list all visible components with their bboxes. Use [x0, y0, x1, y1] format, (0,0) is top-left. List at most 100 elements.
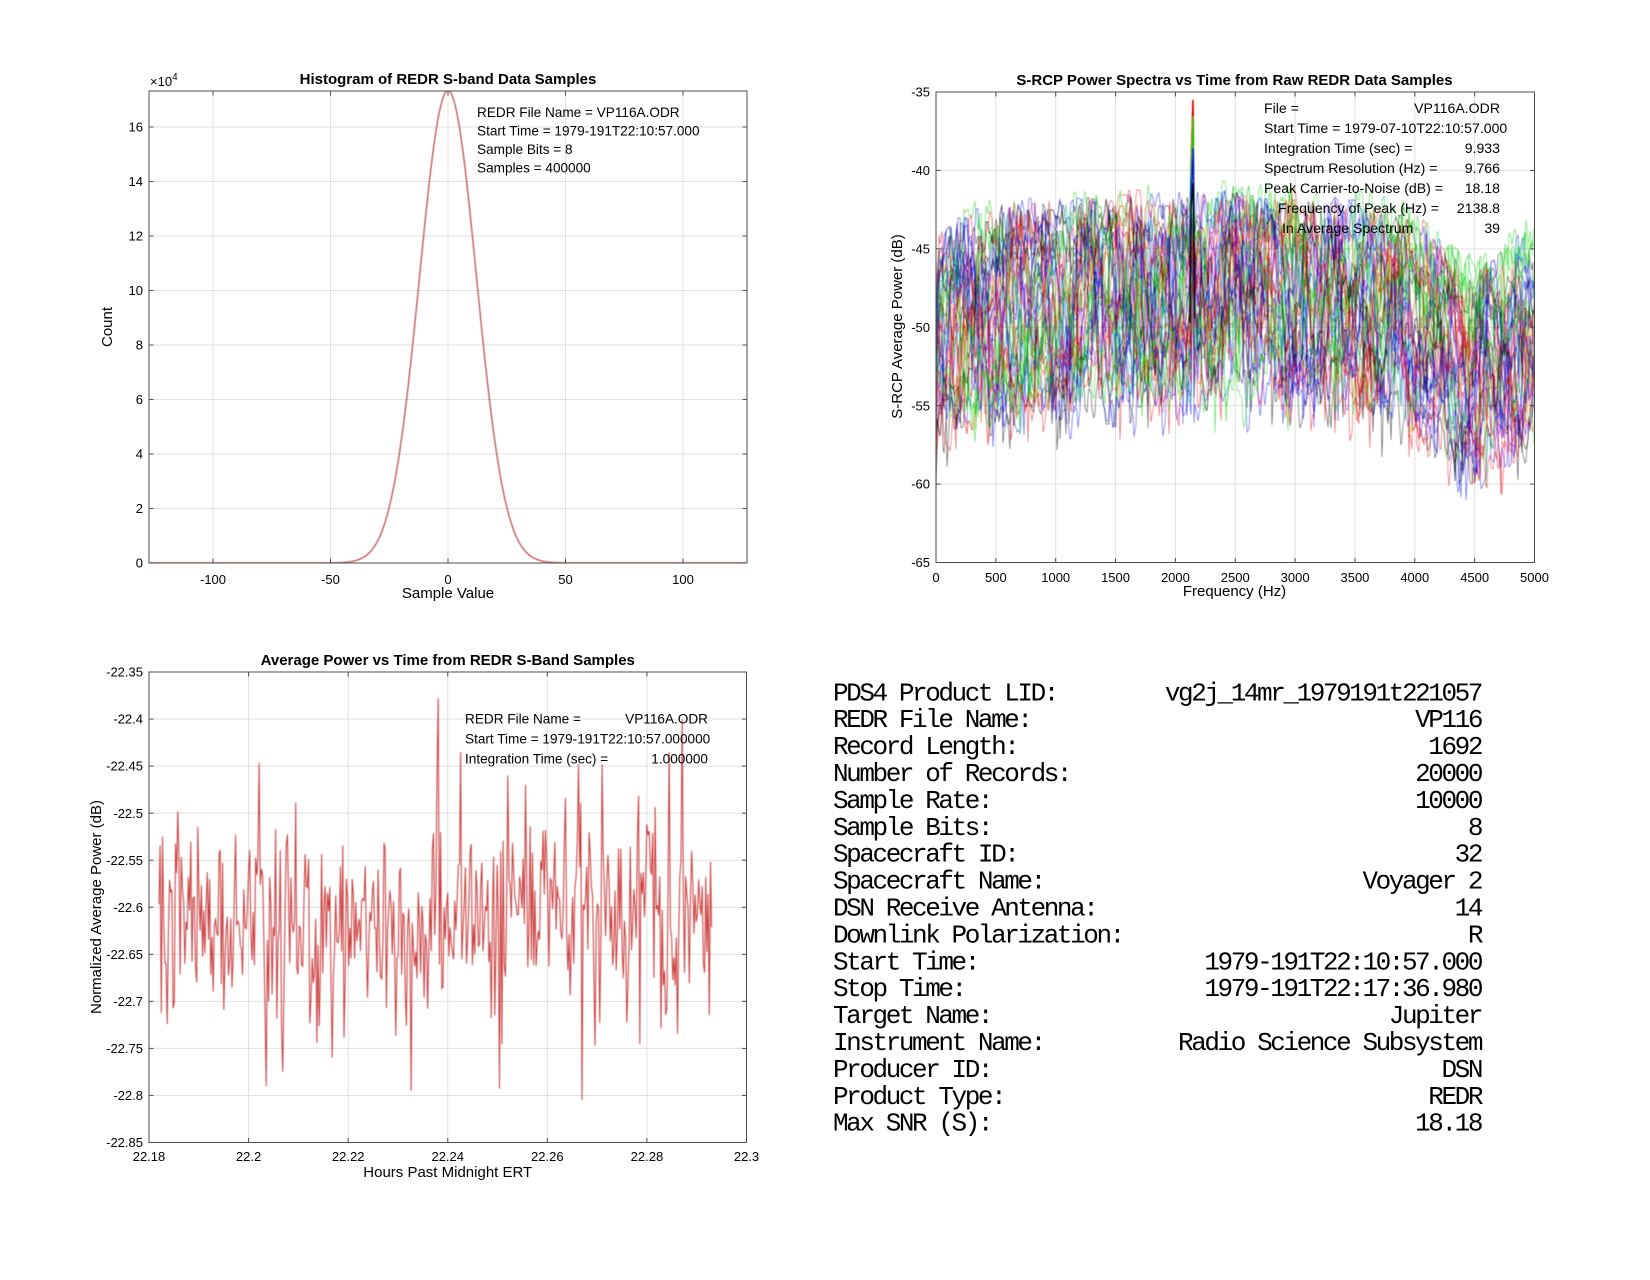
svg-text:Integration Time (sec) =: Integration Time (sec) = — [1264, 140, 1412, 156]
svg-text:DSN Receive Antenna:: DSN Receive Antenna: — [833, 894, 1096, 924]
svg-text:Start Time = 1979-07-10T22:10:: Start Time = 1979-07-10T22:10:57.000 — [1264, 120, 1507, 136]
svg-text:Count: Count — [99, 306, 116, 347]
svg-text:50: 50 — [558, 572, 572, 587]
svg-text:0: 0 — [444, 572, 451, 587]
svg-text:In Average Spectrum: In Average Spectrum — [1282, 220, 1413, 236]
svg-text:39: 39 — [1484, 220, 1500, 236]
svg-text:Integration Time (sec) =: Integration Time (sec) = — [465, 752, 608, 767]
svg-text:Sample Rate:: Sample Rate: — [833, 786, 991, 816]
svg-text:100: 100 — [672, 572, 694, 587]
svg-text:1979-191T22:10:57.000: 1979-191T22:10:57.000 — [1204, 947, 1481, 977]
svg-text:-60: -60 — [911, 477, 930, 492]
svg-text:VP116A.ODR: VP116A.ODR — [1414, 100, 1500, 116]
svg-text:2138.8: 2138.8 — [1457, 200, 1500, 216]
svg-text:Histogram of REDR S-band Data: Histogram of REDR S-band Data Samples — [300, 71, 597, 88]
svg-text:REDR File Name:: REDR File Name: — [833, 705, 1031, 735]
svg-text:Sample Bits:: Sample Bits: — [833, 813, 991, 843]
svg-text:-35: -35 — [911, 85, 930, 100]
svg-text:9.933: 9.933 — [1465, 140, 1500, 156]
svg-text:8: 8 — [136, 338, 143, 353]
svg-text:20000: 20000 — [1415, 759, 1482, 789]
svg-text:4: 4 — [136, 447, 143, 462]
svg-text:-22.65: -22.65 — [106, 947, 143, 962]
svg-text:-22.55: -22.55 — [106, 853, 143, 868]
svg-text:2: 2 — [136, 501, 143, 516]
svg-text:1692: 1692 — [1428, 732, 1482, 762]
svg-text:Normalized Average Power (dB): Normalized Average Power (dB) — [88, 800, 105, 1014]
svg-text:-22.35: -22.35 — [106, 665, 143, 680]
svg-text:500: 500 — [985, 570, 1007, 585]
svg-text:3500: 3500 — [1340, 570, 1369, 585]
svg-text:12: 12 — [129, 229, 143, 244]
svg-text:4000: 4000 — [1400, 570, 1429, 585]
svg-text:14: 14 — [129, 174, 143, 189]
svg-text:Jupiter: Jupiter — [1389, 1001, 1482, 1031]
svg-text:10000: 10000 — [1415, 786, 1482, 816]
svg-text:1979-191T22:17:36.980: 1979-191T22:17:36.980 — [1204, 974, 1481, 1004]
svg-text:Target Name:: Target Name: — [833, 1001, 991, 1031]
svg-text:0: 0 — [136, 556, 143, 571]
svg-text:Sample Value: Sample Value — [402, 585, 494, 602]
svg-text:22.28: 22.28 — [631, 1149, 664, 1164]
svg-text:8: 8 — [1468, 813, 1482, 843]
svg-text:-22.8: -22.8 — [113, 1088, 143, 1103]
svg-text:-22.75: -22.75 — [106, 1041, 143, 1056]
svg-text:File =: File = — [1264, 100, 1299, 116]
svg-text:16: 16 — [129, 120, 143, 135]
svg-text:18.18: 18.18 — [1415, 1109, 1482, 1139]
svg-text:-22.5: -22.5 — [113, 806, 143, 821]
svg-text:S-RCP Power Spectra vs Time fr: S-RCP Power Spectra vs Time from Raw RED… — [1016, 72, 1452, 89]
svg-text:Number of Records:: Number of Records: — [833, 759, 1070, 789]
svg-text:4500: 4500 — [1460, 570, 1489, 585]
svg-text:DSN: DSN — [1441, 1055, 1481, 1085]
svg-text:Spacecraft ID:: Spacecraft ID: — [833, 840, 1017, 870]
svg-text:1500: 1500 — [1101, 570, 1130, 585]
svg-text:Voyager 2: Voyager 2 — [1362, 867, 1481, 897]
svg-text:5000: 5000 — [1520, 570, 1549, 585]
svg-text:Frequency of Peak (Hz) =: Frequency of Peak (Hz) = — [1278, 200, 1439, 216]
svg-text:2000: 2000 — [1161, 570, 1190, 585]
svg-text:Frequency (Hz): Frequency (Hz) — [1183, 583, 1286, 600]
svg-text:22.2: 22.2 — [236, 1149, 261, 1164]
svg-text:R: R — [1468, 920, 1483, 950]
svg-text:-22.45: -22.45 — [106, 759, 143, 774]
svg-text:S-RCP Average Power (dB): S-RCP Average Power (dB) — [889, 234, 906, 419]
svg-text:Radio Science Subsystem: Radio Science Subsystem — [1178, 1028, 1483, 1058]
svg-text:Sample Bits = 8: Sample Bits = 8 — [477, 142, 573, 157]
svg-text:Peak Carrier-to-Noise (dB) =: Peak Carrier-to-Noise (dB) = — [1264, 180, 1443, 196]
svg-text:Start Time = 1979-191T22:10:57: Start Time = 1979-191T22:10:57.000 — [477, 124, 700, 139]
svg-text:9.766: 9.766 — [1465, 160, 1500, 176]
svg-text:22.3: 22.3 — [734, 1149, 759, 1164]
svg-text:Start Time = 1979-191T22:10:57: Start Time = 1979-191T22:10:57.000000 — [465, 732, 711, 747]
svg-text:22.18: 22.18 — [133, 1149, 166, 1164]
svg-text:×104: ×104 — [150, 72, 178, 89]
svg-text:1000: 1000 — [1041, 570, 1070, 585]
svg-text:32: 32 — [1455, 840, 1482, 870]
svg-text:Record Length:: Record Length: — [833, 732, 1017, 762]
svg-text:REDR File Name =: REDR File Name = — [465, 712, 581, 727]
svg-text:10: 10 — [129, 283, 143, 298]
svg-text:14: 14 — [1455, 894, 1483, 924]
svg-text:Start Time:: Start Time: — [833, 947, 978, 977]
svg-text:-40: -40 — [911, 163, 930, 178]
svg-text:REDR File Name = VP116A.ODR: REDR File Name = VP116A.ODR — [477, 105, 680, 120]
svg-text:Stop Time:: Stop Time: — [833, 974, 965, 1004]
svg-text:-22.85: -22.85 — [106, 1135, 143, 1150]
svg-text:Instrument Name:: Instrument Name: — [833, 1028, 1044, 1058]
svg-text:-50: -50 — [911, 320, 930, 335]
svg-text:Product Type:: Product Type: — [833, 1082, 1004, 1112]
svg-text:-45: -45 — [911, 241, 930, 256]
svg-text:-100: -100 — [200, 572, 226, 587]
svg-text:REDR: REDR — [1428, 1082, 1483, 1112]
svg-text:VP116A.ODR: VP116A.ODR — [625, 712, 708, 727]
svg-text:Spectrum Resolution (Hz) =: Spectrum Resolution (Hz) = — [1264, 160, 1438, 176]
svg-text:2500: 2500 — [1221, 570, 1250, 585]
svg-text:vg2j_14mr_1979191t221057: vg2j_14mr_1979191t221057 — [1165, 678, 1482, 708]
svg-text:-22.7: -22.7 — [113, 994, 143, 1009]
svg-text:-55: -55 — [911, 398, 930, 413]
svg-text:-22.4: -22.4 — [113, 712, 143, 727]
svg-text:-65: -65 — [911, 555, 930, 570]
svg-text:Hours Past Midnight ERT: Hours Past Midnight ERT — [363, 1164, 532, 1181]
svg-text:1.000000: 1.000000 — [651, 752, 708, 767]
svg-text:PDS4 Product LID:: PDS4 Product LID: — [833, 678, 1057, 708]
